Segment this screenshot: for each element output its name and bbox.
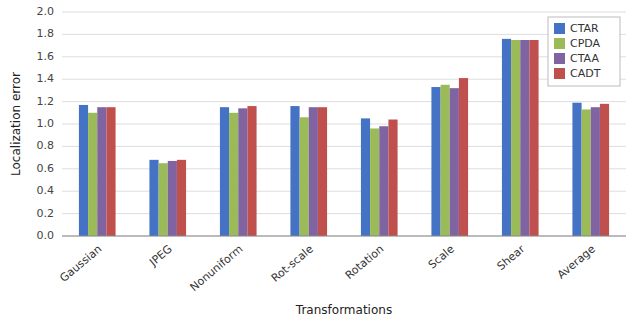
- grid-line: [62, 146, 626, 147]
- bar: [88, 113, 97, 236]
- bar: [159, 163, 168, 236]
- grid-line: [62, 236, 626, 237]
- bar: [106, 107, 115, 236]
- grid-line: [62, 168, 626, 169]
- grid-line: [62, 12, 626, 13]
- bar: [591, 107, 600, 236]
- legend-label: CPDA: [570, 37, 601, 50]
- y-tick-label: 1.0: [37, 117, 55, 130]
- grid-line: [62, 191, 626, 192]
- bars: [79, 39, 609, 236]
- legend-swatch: [554, 23, 565, 34]
- bar: [290, 106, 299, 236]
- x-tick-label: Rot-scale: [269, 242, 316, 285]
- chart-container: 0.0 0.2 0.4 0.6 0.8 1.0 1.2 1.4 1.6 1.8 2.0 Gaussia…: [0, 0, 640, 322]
- bar: [247, 106, 256, 236]
- x-axis-title: Transformations: [295, 303, 392, 317]
- legend-label: CADT: [570, 67, 601, 80]
- y-tick-label: 0.8: [37, 139, 55, 152]
- grid: [62, 12, 626, 236]
- legend-swatch: [554, 38, 565, 49]
- bar: [529, 40, 538, 236]
- bar: [177, 160, 186, 236]
- y-tick-label: 1.4: [37, 72, 55, 85]
- bar: [318, 107, 327, 236]
- legend-label: CTAA: [570, 52, 599, 65]
- y-tick-label: 0.4: [37, 184, 55, 197]
- legend-swatch: [554, 68, 565, 79]
- bar: [79, 105, 88, 236]
- bar: [238, 108, 247, 236]
- x-tick-label: Gaussian: [57, 242, 104, 284]
- x-tick-label: Scale: [426, 242, 457, 271]
- bar: [388, 120, 397, 236]
- chart-svg: 0.0 0.2 0.4 0.6 0.8 1.0 1.2 1.4 1.6 1.8 2.0 Gaussia…: [0, 0, 640, 322]
- legend-swatch: [554, 53, 565, 64]
- x-tick-label: Nonuniform: [187, 242, 245, 293]
- y-tick-label: 1.2: [37, 95, 55, 108]
- grid-line: [62, 56, 626, 57]
- y-tick-label: 1.6: [37, 50, 55, 63]
- bar: [431, 87, 440, 236]
- grid-line: [62, 101, 626, 102]
- y-axis-title: Localization error: [9, 72, 23, 176]
- bar: [511, 40, 520, 236]
- x-tick-label: Average: [555, 242, 598, 281]
- grid-line: [62, 79, 626, 80]
- y-tick-label: 0.6: [37, 162, 55, 175]
- bar: [168, 161, 177, 236]
- legend-frame: [548, 17, 620, 86]
- bar: [502, 39, 511, 236]
- bar: [220, 107, 229, 236]
- grid-line: [62, 34, 626, 35]
- x-tick-label: Rotation: [343, 242, 387, 282]
- bar: [97, 107, 106, 236]
- bar: [572, 103, 581, 236]
- bar: [459, 78, 468, 236]
- grid-line: [62, 213, 626, 214]
- bar: [520, 40, 529, 236]
- bar: [149, 160, 158, 236]
- bar: [450, 88, 459, 236]
- y-tick-label: 2.0: [37, 5, 55, 18]
- bar: [379, 126, 388, 236]
- legend: CTAR CPDA CTAA CADT: [548, 17, 620, 86]
- bar: [600, 104, 609, 236]
- y-tick-label: 1.8: [37, 27, 55, 40]
- x-tick-label: JPEG: [146, 242, 175, 269]
- x-axis-line: [62, 236, 626, 237]
- bar: [361, 118, 370, 236]
- y-tick-label: 0.0: [37, 229, 55, 242]
- legend-label: CTAR: [570, 22, 599, 35]
- y-tick-label: 0.2: [37, 207, 55, 220]
- grid-line: [62, 124, 626, 125]
- bar: [300, 117, 309, 236]
- x-tick-label: Shear: [494, 242, 527, 273]
- bar: [441, 85, 450, 236]
- bar: [309, 107, 318, 236]
- bar: [229, 113, 238, 236]
- x-axis: Gaussian JPEG Nonuniform Rot-scale Rotation S…: [57, 242, 598, 294]
- bar: [370, 128, 379, 236]
- bar: [582, 109, 591, 236]
- y-axis: 0.0 0.2 0.4 0.6 0.8 1.0 1.2 1.4 1.6 1.8 2.0: [37, 5, 55, 242]
